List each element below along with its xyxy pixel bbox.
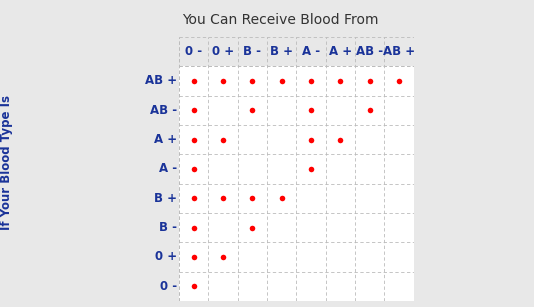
Text: AB -: AB - [150,104,177,117]
Text: B +: B + [270,45,293,58]
Text: A -: A - [302,45,320,58]
Text: AB +: AB + [145,74,177,87]
Bar [179,37,414,301]
Text: 0 +: 0 + [212,45,234,58]
Text: If Your Blood Type Is: If Your Blood Type Is [0,95,13,230]
Text: 0 -: 0 - [160,280,177,293]
Bar [179,37,414,66]
Bar [147,37,179,301]
Text: B -: B - [159,221,177,234]
Text: You Can Receive Blood From: You Can Receive Blood From [182,13,379,27]
Text: B +: B + [154,192,177,205]
Text: B -: B - [244,45,262,58]
Text: AB -: AB - [356,45,383,58]
Text: A -: A - [159,162,177,175]
Text: A +: A + [154,133,177,146]
Text: AB +: AB + [383,45,415,58]
Text: A +: A + [329,45,352,58]
Text: 0 +: 0 + [155,250,177,263]
Text: 0 -: 0 - [185,45,202,58]
